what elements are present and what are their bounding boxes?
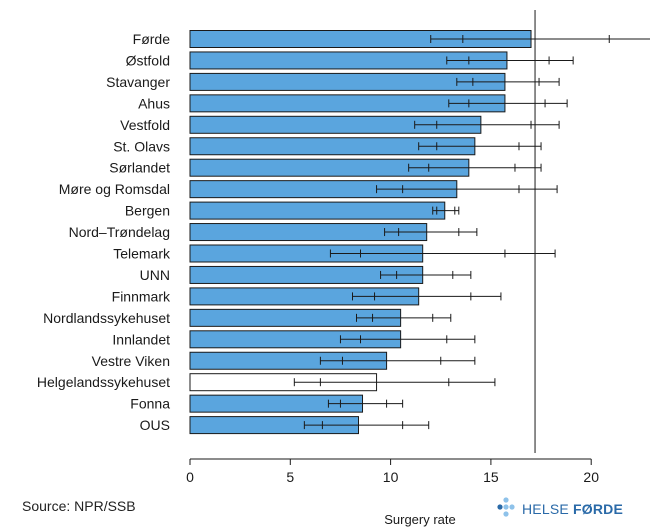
x-axis-label: Surgery rate (384, 512, 456, 527)
x-tick-label: 0 (186, 469, 194, 485)
category-label: Finnmark (112, 288, 171, 304)
logo-text: HELSE FØRDE (522, 501, 623, 517)
x-tick-label: 5 (286, 469, 294, 485)
category-label: UNN (140, 267, 170, 283)
logo-dots-icon (497, 497, 515, 517)
category-label: Fonna (130, 396, 170, 412)
category-label: Møre og Romsdal (59, 181, 170, 197)
category-label: Telemark (113, 246, 171, 262)
category-label: Førde (133, 31, 171, 47)
category-label: St. Olavs (113, 138, 170, 154)
category-label: Stavanger (106, 74, 170, 90)
helse-forde-logo: HELSE FØRDE (496, 494, 623, 524)
x-tick-label: 10 (383, 469, 399, 485)
x-tick-label: 20 (583, 469, 599, 485)
category-label: Innlandet (112, 331, 170, 347)
category-label: Nord–Trøndelag (69, 224, 170, 240)
source-note: Source: NPR/SSB (22, 498, 136, 514)
category-label: Sørlandet (109, 160, 170, 176)
category-label: Ahus (138, 95, 170, 111)
category-label: OUS (140, 417, 170, 433)
category-label: Vestre Viken (92, 353, 170, 369)
category-label: Østfold (126, 52, 170, 68)
x-tick-label: 15 (483, 469, 499, 485)
bar (189, 201, 446, 220)
category-label: Helgelandssykehuset (37, 374, 170, 390)
category-label: Nordlandssykehuset (43, 310, 170, 326)
category-label: Bergen (125, 203, 170, 219)
category-label: Vestfold (120, 117, 170, 133)
